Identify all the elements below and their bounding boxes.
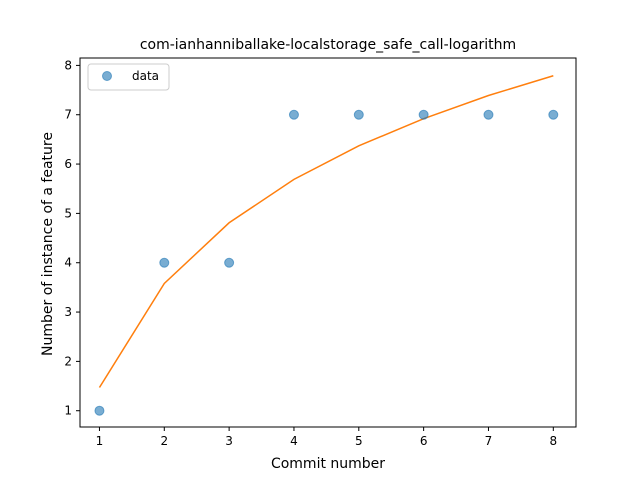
y-tick-label: 5 xyxy=(64,206,72,220)
x-axis-ticks: 1 2 3 4 5 6 7 8 xyxy=(96,427,557,448)
data-point xyxy=(418,109,429,120)
data-point xyxy=(288,109,299,120)
plot-frame xyxy=(79,57,577,428)
x-tick-label: 8 xyxy=(549,434,557,448)
legend-entry-data: data xyxy=(132,69,159,83)
series-layer xyxy=(94,75,559,416)
x-tick-label: 4 xyxy=(290,434,298,448)
x-axis-label: Commit number xyxy=(271,456,385,472)
x-tick-label: 7 xyxy=(485,434,493,448)
x-tick-label: 2 xyxy=(160,434,168,448)
data-point xyxy=(548,109,559,120)
legend-marker-data xyxy=(102,71,112,81)
y-axis-ticks: 1 2 3 4 5 6 7 8 xyxy=(64,58,80,418)
data-point xyxy=(353,109,364,120)
data-point xyxy=(224,257,235,268)
legend: data xyxy=(87,63,170,91)
x-tick-label: 6 xyxy=(420,434,428,448)
y-tick-label: 1 xyxy=(64,404,72,418)
y-axis-label: Number of instance of a feature xyxy=(40,132,56,356)
x-tick-label: 3 xyxy=(225,434,233,448)
legend-box xyxy=(87,63,170,91)
y-tick-label: 8 xyxy=(64,58,72,72)
y-tick-label: 4 xyxy=(64,256,72,270)
x-tick-label: 1 xyxy=(96,434,104,448)
data-point xyxy=(483,109,494,120)
fit-line xyxy=(98,75,554,388)
y-tick-label: 3 xyxy=(64,305,72,319)
x-tick-label: 5 xyxy=(355,434,363,448)
y-tick-label: 7 xyxy=(64,108,72,122)
data-point xyxy=(94,405,105,416)
chart-title: com-ianhanniballake-localstorage_safe_ca… xyxy=(140,37,516,53)
data-point xyxy=(159,257,170,268)
y-tick-label: 2 xyxy=(64,354,72,368)
y-tick-label: 6 xyxy=(64,157,72,171)
